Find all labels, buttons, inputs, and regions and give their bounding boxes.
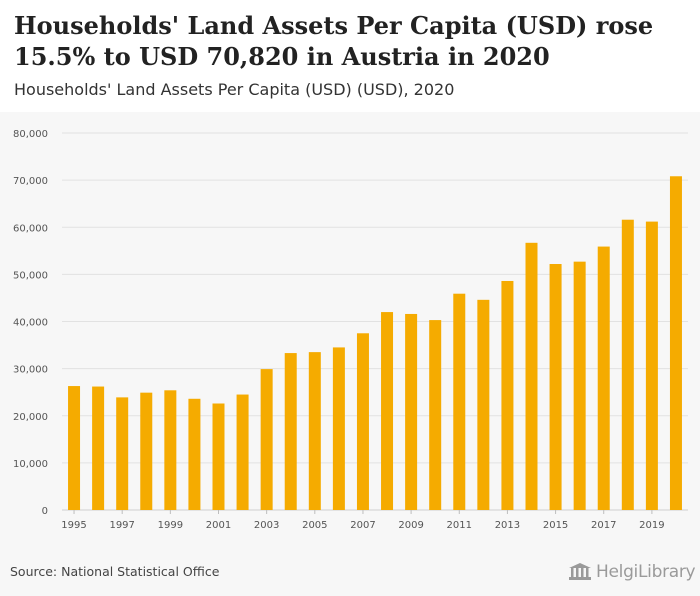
bar: [645, 221, 658, 510]
y-tick-label: 10,000: [13, 459, 48, 470]
x-tick-label: 2015: [543, 520, 568, 531]
x-tick-label: 2003: [254, 520, 279, 531]
x-tick-label: 2005: [302, 520, 327, 531]
y-tick-label: 0: [42, 506, 48, 517]
chart-title: Households' Land Assets Per Capita (USD)…: [14, 11, 654, 71]
y-tick-label: 60,000: [13, 223, 48, 234]
x-tick-label: 1995: [61, 520, 86, 531]
x-tick-label: 2011: [447, 520, 472, 531]
chart-subtitle: Households' Land Assets Per Capita (USD)…: [14, 80, 455, 99]
y-tick-label: 70,000: [13, 176, 48, 187]
x-tick-label: 2019: [639, 520, 664, 531]
header: Households' Land Assets Per Capita (USD)…: [0, 0, 700, 112]
brand-name: HelgiLibrary: [596, 562, 696, 582]
bar: [236, 394, 249, 510]
bar: [260, 369, 273, 510]
bar: [525, 242, 538, 510]
bar: [68, 386, 81, 510]
library-columns-icon: [569, 563, 591, 580]
bar: [381, 312, 394, 510]
bar: [429, 320, 442, 510]
bar: [140, 392, 153, 510]
bar: [621, 219, 634, 510]
y-tick-label: 80,000: [13, 129, 48, 140]
brand-logo: HelgiLibrary: [568, 561, 696, 583]
y-tick-label: 40,000: [13, 318, 48, 329]
bar: [164, 390, 177, 510]
x-tick-label: 1997: [109, 520, 134, 531]
bar: [453, 293, 466, 510]
y-tick-label: 30,000: [13, 365, 48, 376]
bar: [116, 397, 129, 510]
bar: [284, 353, 297, 510]
x-tick-label: 1999: [158, 520, 183, 531]
bar: [549, 264, 562, 510]
bar: [92, 386, 105, 510]
x-tick-label: 2007: [350, 520, 375, 531]
y-tick-label: 50,000: [13, 270, 48, 281]
bar: [597, 246, 610, 511]
bar: [573, 261, 586, 510]
x-tick-label: 2013: [495, 520, 520, 531]
y-tick-label: 20,000: [13, 412, 48, 423]
x-tick-label: 2017: [591, 520, 616, 531]
bar: [501, 280, 514, 510]
bar: [669, 176, 682, 511]
bar: [332, 347, 345, 510]
bar: [356, 333, 369, 510]
bar: [477, 299, 490, 510]
source-note: Source: National Statistical Office: [10, 564, 220, 579]
x-tick-label: 2009: [398, 520, 423, 531]
bar: [212, 403, 225, 510]
x-tick-label: 2001: [206, 520, 231, 531]
bar: [308, 352, 321, 510]
bar: [405, 313, 418, 510]
bar: [188, 398, 201, 510]
